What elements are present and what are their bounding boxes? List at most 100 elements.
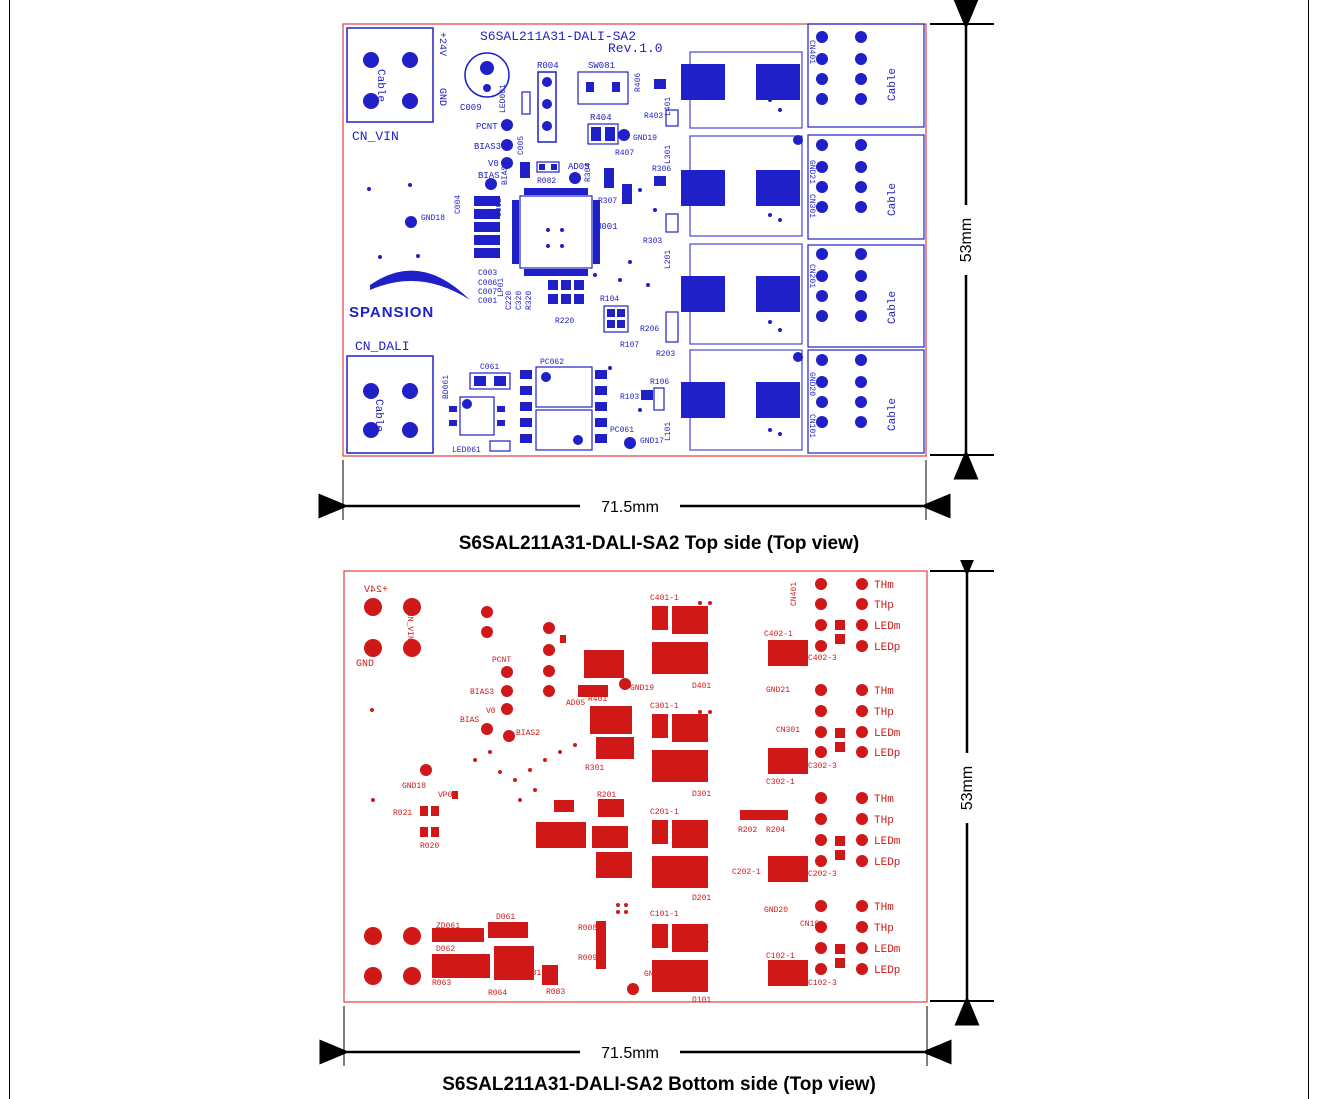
bottom-height-label: 53mm (959, 766, 976, 810)
c009-capacitor (464, 52, 510, 98)
pad (474, 376, 486, 386)
led-m-label: LEDm (874, 728, 901, 740)
r082-label: R082 (537, 177, 556, 186)
led-m-label: LEDm (874, 944, 901, 956)
cn201-label: CN201 (807, 264, 816, 288)
pad (542, 121, 552, 131)
pad (586, 82, 594, 92)
pad (617, 320, 625, 328)
pad (605, 127, 615, 141)
led-m-label: LEDm (874, 621, 901, 633)
gnd19-testpoint (618, 129, 630, 141)
l201-label: L201 (664, 250, 673, 269)
cable-label-vin: Cable (374, 69, 386, 102)
pad (681, 64, 725, 100)
connector-cn201 (807, 244, 925, 348)
cn-dali-block (346, 355, 434, 454)
top-height-label: 53mm (958, 218, 975, 262)
cn101-bottom: CN101 (800, 920, 824, 929)
bias-label: BIAS (478, 171, 500, 181)
cn-vin-mirror: CN_VIN (405, 612, 414, 641)
gnd21-testpoint (793, 135, 803, 145)
cable-label-1: Cable (887, 398, 899, 431)
c009-label: C009 (460, 103, 482, 113)
pad (483, 84, 491, 92)
r307-part (622, 184, 632, 204)
r403-part (665, 109, 679, 127)
v0-testpoint (501, 157, 513, 169)
top-caption: S6SAL211A31-DALI-SA2 Top side (Top view) (458, 533, 860, 554)
r303-label: R303 (643, 237, 662, 246)
d402-bottom: D402 (688, 620, 707, 629)
r407-label: R407 (615, 149, 634, 158)
r320-label: R320 (525, 291, 534, 310)
r307-label: R307 (598, 197, 617, 206)
pad (612, 82, 620, 92)
th-m-label: THm (874, 580, 894, 592)
v0-bottom: V0 (486, 707, 496, 716)
r403-label: R403 (644, 112, 663, 121)
th-p-label: THp (874, 923, 894, 935)
vias (367, 98, 782, 436)
pad (756, 382, 800, 418)
pcnt-testpoint (501, 119, 513, 131)
vin-gnd-label: GND (436, 88, 447, 106)
pad (462, 399, 472, 409)
c003-label: C003 (478, 269, 497, 278)
r081-bottom: R081 (522, 969, 541, 978)
pad (363, 383, 379, 399)
bias2-bottom: BIAS2 (516, 729, 540, 738)
r220-array (548, 280, 584, 304)
r304-label: R304 (584, 163, 593, 182)
pad (402, 93, 418, 109)
cn401-label: CN401 (807, 40, 816, 64)
th-m-label: THm (874, 686, 894, 698)
gnd-label-bottom: GND (356, 659, 374, 670)
r064-bottom: R064 (488, 989, 507, 998)
connector-cn101 (807, 349, 925, 454)
pad (573, 435, 583, 445)
pad (363, 422, 379, 438)
pad (681, 276, 725, 312)
vp24-label: +24V (364, 585, 388, 596)
pad (542, 99, 552, 109)
r107-label: R107 (620, 341, 639, 350)
th-p-label: THp (874, 815, 894, 827)
pad (539, 164, 545, 170)
channel-4 (681, 23, 925, 145)
cn301-label: CN301 (807, 194, 816, 218)
pc062-part (535, 366, 593, 408)
cn-vin-block (346, 27, 434, 123)
d301-bottom: D301 (692, 790, 711, 799)
r406-label: R406 (634, 73, 643, 92)
r404-label: R404 (590, 113, 612, 123)
th-m-label: THm (874, 902, 894, 914)
cable-label-3: Cable (887, 183, 899, 216)
testpoints-bottom (420, 606, 639, 995)
c004-label: C004 (454, 195, 463, 214)
pc061-label: PC061 (610, 426, 634, 435)
vin-pads-bottom (364, 598, 421, 985)
c102-3-bottom: C102-3 (808, 979, 837, 988)
led-p-label: LEDp (874, 748, 900, 760)
c401-bottom: C401-1 (650, 594, 679, 603)
gnd19-bottom: GND19 (630, 684, 654, 693)
ic-m001 (519, 195, 593, 269)
r206-label: R206 (640, 325, 659, 334)
r304-part (604, 168, 614, 188)
cn101-label: CN101 (807, 414, 816, 438)
r063-bottom: R063 (432, 979, 451, 988)
led-p-label: LEDp (874, 642, 900, 654)
c102-1-bottom: C102-1 (766, 952, 795, 961)
cable-label-4: Cable (887, 68, 899, 101)
cn301-bottom: CN301 (776, 726, 800, 735)
c002-label: C002 (495, 198, 504, 217)
pad (363, 52, 379, 68)
r104-part (603, 305, 629, 333)
top-height-dimension: 53mm (930, 0, 994, 480)
via (560, 244, 564, 248)
c402-1-bottom: C402-1 (764, 630, 793, 639)
r203-label: R203 (656, 350, 675, 359)
r106-label: R106 (650, 378, 669, 387)
bias-testpoint (485, 178, 497, 190)
